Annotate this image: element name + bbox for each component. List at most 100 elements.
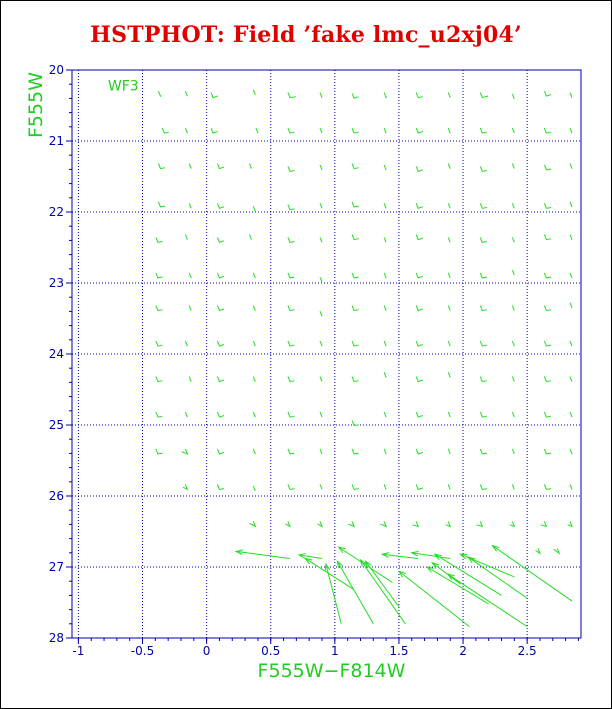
point-mark: [287, 204, 295, 211]
data-point: [287, 272, 295, 279]
data-point: [319, 484, 323, 490]
data-point: [415, 411, 423, 418]
point-mark: [184, 340, 188, 347]
data-point: [287, 376, 295, 383]
data-point: [351, 484, 359, 491]
data-point: [511, 203, 515, 209]
point-mark: [216, 340, 225, 347]
point-mark: [415, 166, 423, 173]
data-point: [569, 234, 573, 240]
data-point: [479, 484, 487, 491]
data-point: [415, 166, 423, 173]
data-point: [234, 549, 291, 559]
point-mark: [479, 448, 487, 455]
data-point: [252, 376, 256, 382]
data-point: [569, 448, 573, 455]
data-point: [543, 234, 552, 241]
data-point: [285, 521, 291, 528]
data-point: [543, 411, 552, 418]
data-point: [252, 205, 256, 212]
point-mark: [287, 237, 295, 243]
data-point: [158, 163, 166, 170]
point-mark: [569, 272, 573, 279]
data-point: [491, 544, 573, 602]
data-point: [543, 127, 552, 134]
data-point: [351, 201, 359, 208]
data-point: [447, 484, 451, 490]
point-mark: [447, 272, 451, 279]
y-tick-label: 22: [49, 205, 64, 219]
data-point: [252, 340, 256, 347]
point-mark: [569, 163, 573, 169]
point-mark: [351, 127, 359, 134]
point-arrowhead: [324, 562, 331, 572]
data-point: [383, 372, 387, 378]
data-point: [359, 558, 406, 625]
y-axis-label: F555W: [25, 72, 47, 138]
point-mark: [543, 164, 552, 171]
data-point: [511, 340, 515, 347]
point-mark: [319, 276, 323, 283]
point-mark: [287, 411, 295, 418]
point-mark: [155, 340, 163, 347]
point-mark: [476, 521, 484, 528]
point-mark: [287, 340, 295, 347]
point-mark: [184, 90, 188, 97]
point-mark: [287, 376, 295, 383]
data-point: [304, 557, 355, 591]
point-mark: [543, 376, 552, 383]
point-mark: [351, 272, 359, 279]
data-point: [383, 411, 387, 418]
point-mark: [415, 484, 423, 491]
point-mark: [383, 372, 387, 378]
data-point: [155, 448, 163, 455]
point-mark: [543, 203, 552, 209]
point-mark: [319, 92, 323, 98]
data-point: [383, 272, 387, 279]
data-point: [184, 127, 188, 134]
data-point: [511, 411, 515, 418]
data-point: [511, 269, 515, 276]
data-point: [287, 448, 295, 455]
data-point: [569, 201, 573, 208]
point-mark: [351, 340, 359, 347]
point-vector: [447, 573, 528, 628]
data-point: [380, 552, 419, 559]
data-point: [425, 566, 489, 605]
point-mark: [479, 484, 487, 491]
data-point: [351, 272, 359, 279]
point-mark: [252, 272, 256, 279]
point-mark: [569, 340, 573, 347]
point-mark: [216, 305, 225, 312]
data-point: [433, 553, 502, 596]
point-mark: [188, 272, 192, 279]
point-mark: [415, 448, 423, 455]
data-point: [216, 448, 225, 455]
data-point: [479, 237, 487, 243]
y-tick-label: 25: [49, 418, 64, 432]
data-point: [569, 127, 573, 134]
data-point: [569, 376, 573, 382]
data-point: [415, 203, 423, 209]
data-point: [287, 92, 296, 99]
point-arrowhead: [410, 550, 419, 557]
data-point: [155, 376, 163, 383]
point-mark: [383, 127, 387, 134]
data-point: [351, 448, 359, 455]
point-vector: [426, 566, 489, 605]
data-point: [447, 305, 451, 311]
point-mark: [182, 484, 189, 491]
data-point: [249, 521, 257, 528]
data-point: [479, 203, 487, 209]
data-point: [415, 305, 423, 312]
data-point: [188, 376, 192, 382]
point-vector: [360, 559, 406, 625]
data-point: [216, 484, 225, 491]
point-mark: [319, 311, 323, 317]
data-point: [383, 448, 387, 455]
data-point: [447, 272, 451, 279]
data-point: [543, 305, 552, 312]
data-point: [319, 237, 323, 243]
point-mark: [511, 305, 515, 311]
